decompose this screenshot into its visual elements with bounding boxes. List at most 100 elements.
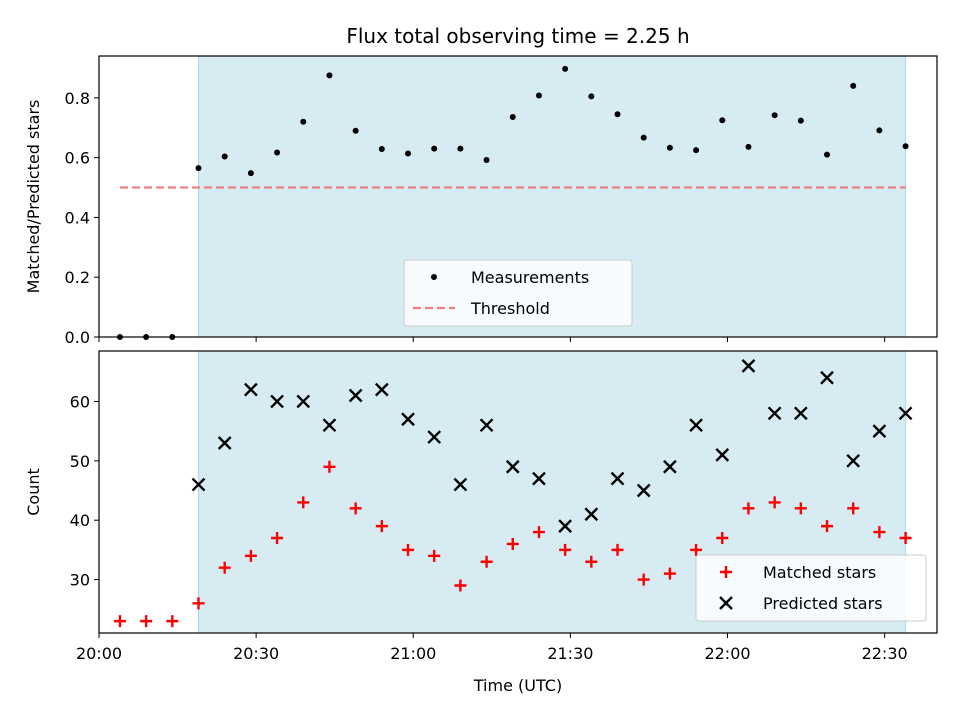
predicted-stars-point — [401, 412, 415, 427]
predicted-stars-point — [898, 406, 913, 421]
y-tick-label: 0.8 — [65, 89, 90, 108]
predicted-stars-point — [715, 448, 730, 462]
legend-box — [403, 259, 633, 327]
x-axis-label: Time (UTC) — [473, 676, 562, 695]
measurement-point — [562, 65, 569, 72]
matched-stars-point — [847, 502, 860, 515]
predicted-stars-point — [584, 507, 599, 522]
legend: Matched stars Predicted stars — [695, 554, 927, 622]
matched-stars-point — [454, 579, 467, 592]
predicted-stars-point — [505, 459, 520, 474]
matched-stars-point — [899, 532, 912, 545]
legend-box — [695, 554, 927, 622]
measurement-point — [666, 144, 673, 151]
matched-stars-point — [323, 460, 336, 473]
legend-marker-matched — [720, 566, 732, 578]
matched-stars-point — [192, 597, 205, 610]
predicted-stars-point — [820, 370, 834, 385]
measurement-point — [588, 93, 595, 100]
matched-stars-point — [637, 573, 650, 586]
x-tick-label: 21:30 — [547, 644, 593, 663]
matched-stars-point — [113, 615, 126, 628]
predicted-stars-point — [663, 459, 677, 474]
predicted-stars-point — [741, 358, 756, 373]
matched-stars-point — [166, 615, 179, 628]
legend-label: Threshold — [470, 299, 550, 318]
y-axis-label: Matched/Predicted stars — [24, 100, 43, 294]
measurement-point — [378, 145, 385, 152]
measurement-point — [247, 170, 254, 177]
predicted-stars-point — [427, 430, 442, 444]
matched-stars-point — [480, 555, 493, 568]
y-tick-label: 0.6 — [65, 149, 90, 168]
matched-stars-point — [690, 543, 703, 556]
predicted-stars-point — [532, 471, 546, 486]
matched-stars-point — [873, 526, 886, 539]
y-tick-label: 0.4 — [65, 208, 90, 227]
measurement-point — [614, 111, 621, 118]
y-tick-label: 30 — [70, 571, 90, 590]
matched-stars-point — [271, 532, 284, 545]
matched-stars-point — [375, 520, 388, 533]
matched-stars-point — [768, 496, 781, 509]
measurement-point — [326, 72, 333, 79]
matched-stars-point — [611, 543, 624, 556]
y-axis-label: Count — [24, 468, 43, 516]
measurement-point — [509, 113, 516, 120]
legend-label: Measurements — [471, 268, 589, 287]
chart-title: Flux total observing time = 2.25 h — [346, 24, 689, 48]
measurement-point — [352, 127, 359, 134]
matched-stars-point — [821, 520, 834, 533]
predicted-stars-point — [244, 382, 258, 397]
measurement-point — [483, 157, 490, 164]
matched-stars-point — [532, 526, 545, 539]
y-tick-label: 60 — [70, 392, 90, 411]
predicted-stars-point — [479, 418, 494, 433]
measurement-point — [902, 143, 909, 150]
legend-marker-predicted — [719, 596, 733, 610]
x-tick-label: 22:00 — [704, 644, 750, 663]
x-tick-label: 20:30 — [233, 644, 279, 663]
matched-stars-point — [428, 549, 441, 562]
predicted-stars-point — [217, 436, 232, 450]
matched-stars-point — [402, 543, 415, 556]
measurement-point — [850, 82, 857, 89]
predicted-stars-point — [558, 519, 572, 533]
measurement-point — [745, 143, 752, 150]
measurement-point — [274, 149, 281, 156]
measurement-point — [405, 150, 412, 157]
predicted-stars-point — [872, 424, 887, 438]
measurement-point — [195, 165, 202, 172]
matched-stars-point — [794, 502, 807, 515]
matched-stars-point — [349, 502, 362, 515]
predicted-stars-point — [689, 418, 703, 433]
measurement-point — [824, 151, 831, 158]
predicted-stars-point — [270, 394, 284, 409]
y-tick-label: 0.0 — [65, 328, 90, 347]
matched-stars-point — [585, 555, 598, 568]
legend: Measurements Threshold — [403, 259, 633, 327]
measurement-point — [535, 92, 542, 99]
predicted-stars-point — [846, 453, 861, 468]
predicted-stars-point — [767, 406, 782, 421]
measurement-point — [221, 153, 228, 160]
matched-stars-point — [244, 549, 257, 562]
measurement-point — [300, 118, 307, 125]
x-tick-label: 21:00 — [390, 644, 436, 663]
predicted-stars-point — [636, 483, 651, 498]
axes-frame — [98, 350, 938, 634]
matched-stars-point — [140, 615, 153, 628]
matched-stars-point — [297, 496, 310, 509]
matched-stars-point — [559, 543, 572, 556]
predicted-stars-point — [322, 418, 337, 433]
legend-label: Matched stars — [763, 563, 876, 582]
predicted-stars-point — [453, 477, 468, 492]
predicted-stars-point — [348, 388, 363, 403]
measurement-point — [876, 127, 883, 134]
measurement-point — [797, 117, 804, 124]
measurement-point — [431, 145, 438, 152]
measurement-point — [771, 112, 778, 119]
measurement-point — [457, 145, 464, 152]
y-tick-label: 50 — [70, 452, 90, 471]
